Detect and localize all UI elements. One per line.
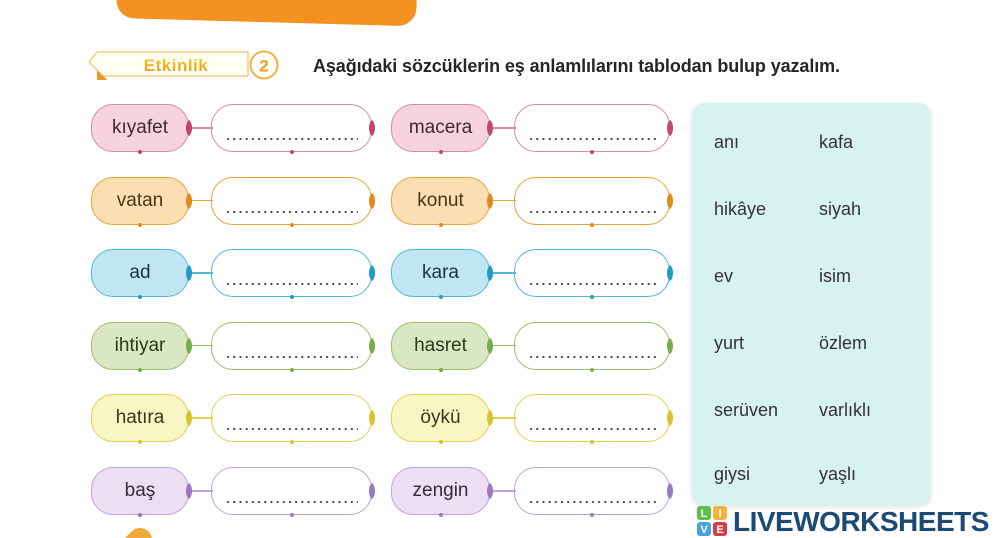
svg-text:I: I (718, 508, 721, 520)
svg-text:LIVEWORKSHEETS: LIVEWORKSHEETS (733, 506, 989, 537)
svg-text:E: E (716, 524, 723, 536)
svg-text:Etkinlik: Etkinlik (144, 56, 209, 75)
svg-text:2: 2 (259, 57, 268, 76)
svg-text:L: L (701, 508, 708, 520)
svg-text:V: V (700, 524, 708, 536)
